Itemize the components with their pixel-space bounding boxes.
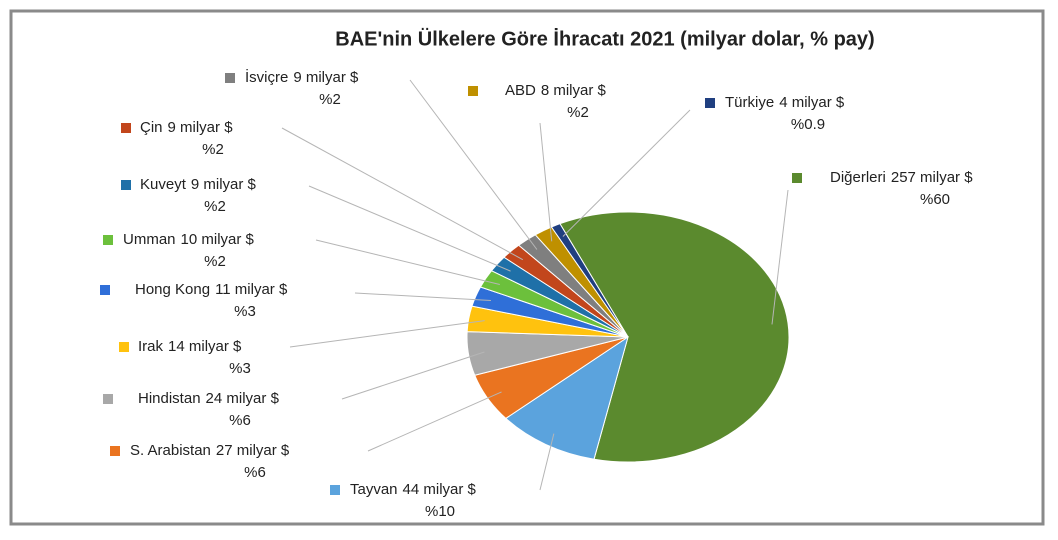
value-label: 4 milyar $ [779,94,845,111]
category-name: Hong Kong [135,281,210,298]
category-name: Çin [140,119,163,136]
value-label: 11 milyar $ [215,281,288,298]
leader-line [315,239,500,285]
share-label: %2 [204,253,226,270]
value-label: 8 milyar $ [541,82,607,99]
leader-line [308,185,511,272]
share-label: %3 [234,303,256,320]
legend-swatch [705,98,715,108]
leader-line [771,189,789,325]
pie-slice [559,211,790,463]
value-label: 9 milyar $ [191,176,257,193]
slice-label: Kuveyt 9 milyar $ [140,176,257,193]
share-label: %0.9 [791,116,825,133]
legend-swatch [792,173,802,183]
leader-line [354,292,491,301]
category-name: İsviçre [245,68,288,86]
legend-swatch [225,73,235,83]
share-label: %6 [229,412,251,429]
legend-swatch [103,394,113,404]
legend-swatch [100,285,110,295]
slice-label: Umman 10 milyar $ [123,231,255,248]
slice-label: Türkiye 4 milyar $ [725,94,845,111]
category-name: Irak [138,338,164,355]
value-label: 10 milyar $ [181,231,255,248]
chart-title: BAE'nin Ülkelere Göre İhracatı 2021 (mil… [335,27,874,50]
leader-line [281,127,524,261]
legend-swatch [103,235,113,245]
pie-slice [505,335,629,460]
slice-label: Hindistan 24 milyar $ [138,390,280,407]
slice-label: Tayvan 44 milyar $ [350,481,477,498]
pie-slice [550,223,629,338]
leader-line [539,433,555,491]
leader-line [562,109,691,237]
share-label: %10 [425,503,455,520]
pie [466,211,790,463]
share-label: %2 [204,198,226,215]
leader-line [289,320,485,348]
legend-swatch [330,485,340,495]
leader-line [409,79,538,250]
share-label: %2 [567,104,589,121]
category-name: Diğerleri [830,169,886,186]
value-label: 24 milyar $ [206,390,280,407]
category-name: Kuveyt [140,176,187,193]
leader-line [539,122,553,242]
category-name: Umman [123,231,176,248]
legend-swatch [468,86,478,96]
share-label: %60 [920,191,950,208]
category-name: Türkiye [725,94,774,111]
labels: Diğerleri 257 milyar $ %60 Tayvan 44 milyar … [100,68,973,520]
category-name: Hindistan [138,390,201,407]
legend-swatch [121,180,131,190]
share-label: %3 [229,360,251,377]
value-label: 257 milyar $ [891,169,973,186]
slice-label: Çin 9 milyar $ [140,119,233,136]
slice-label: ABD 8 milyar $ [505,82,607,99]
share-label: %2 [202,141,224,158]
slice-label: S. Arabistan 27 milyar $ [130,442,290,459]
slice-label: İsviçre 9 milyar $ [245,68,359,86]
legend-swatch [110,446,120,456]
share-label: %6 [244,464,266,481]
category-name: S. Arabistan [130,442,211,459]
category-name: Tayvan [350,481,398,498]
slice-label: Irak 14 milyar $ [138,338,242,355]
value-label: 9 milyar $ [168,119,234,136]
category-name: ABD [505,82,536,99]
legend-swatch [121,123,131,133]
value-label: 14 milyar $ [168,338,242,355]
slice-label: Hong Kong 11 milyar $ [135,281,288,298]
value-label: 27 milyar $ [216,442,290,459]
legend-swatch [119,342,129,352]
share-label: %2 [319,91,341,108]
slice-label: Diğerleri 257 milyar $ [830,169,973,186]
value-label: 44 milyar $ [403,481,477,498]
leader-line [341,351,485,400]
value-label: 9 milyar $ [293,69,359,86]
leader-line [367,391,502,452]
